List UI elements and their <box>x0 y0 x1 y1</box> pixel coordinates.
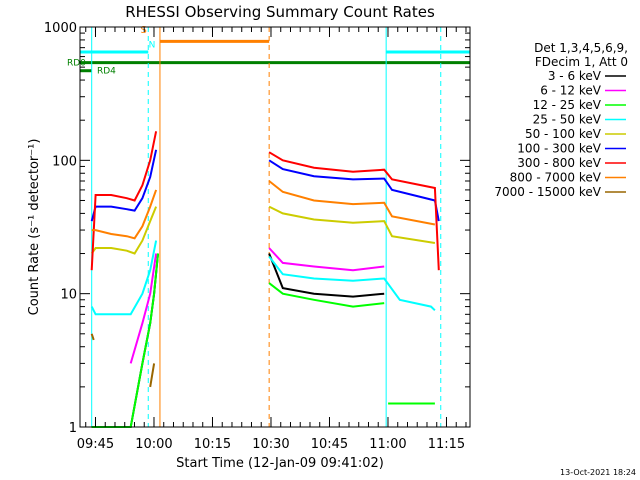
y-axis-label: Count Rate (s⁻¹ detector⁻¹) <box>27 139 42 316</box>
series-line-3 <box>268 282 385 308</box>
series-line-6 <box>268 159 440 222</box>
x-tick-label: 10:00 <box>135 437 172 452</box>
series-line-1 <box>268 253 385 298</box>
flag-label-rd0: RD0 <box>67 59 86 69</box>
x-tick-label: 10:15 <box>194 437 231 452</box>
series-line-9 <box>90 333 95 341</box>
plot-area: RD0 RD4 SN <box>67 25 470 428</box>
y-axis: 1 10 100 1000 <box>44 21 470 436</box>
series-line-8 <box>268 180 436 226</box>
y-tick-label: 1 <box>69 421 77 436</box>
legend-label: 100 - 300 keV <box>517 142 601 156</box>
series-line-5 <box>268 205 436 244</box>
x-tick-label: 09:45 <box>77 437 114 452</box>
legend-label: 3 - 6 keV <box>548 69 602 83</box>
series-line-2 <box>268 247 385 272</box>
series-line-9 <box>149 363 156 388</box>
legend-label: 12 - 25 keV <box>533 98 602 112</box>
x-axis: 09:45 10:00 10:15 10:30 10:45 11:00 11:15 <box>77 27 467 452</box>
y-tick-label: 100 <box>52 154 77 169</box>
legend-label: 6 - 12 keV <box>540 84 602 98</box>
series-line-8 <box>91 189 158 240</box>
x-tick-label: 11:00 <box>369 437 406 452</box>
legend-label: 300 - 800 keV <box>517 156 601 170</box>
flag-label-s: S <box>140 25 146 36</box>
x-axis-label: Start Time (12-Jan-09 09:41:02) <box>176 456 384 471</box>
plot-frame <box>79 26 471 428</box>
series-line-2 <box>129 253 158 364</box>
legend-label: 50 - 100 keV <box>525 127 602 141</box>
series-line-4 <box>90 240 158 316</box>
series-line-4 <box>268 255 436 312</box>
series-line-7 <box>268 151 440 271</box>
legend: Det 1,3,4,5,6,9,FDecim 1, Att 03 - 6 keV… <box>494 41 628 199</box>
y-tick-label: 10 <box>60 288 77 303</box>
footer-timestamp: 13-Oct-2021 18:24 <box>560 468 636 477</box>
flag-label-rd4: RD4 <box>97 67 116 77</box>
y-tick-label: 1000 <box>44 21 77 36</box>
x-tick-label: 11:15 <box>428 437 465 452</box>
flag-label-n: N <box>149 41 156 51</box>
x-tick-label: 10:45 <box>311 437 348 452</box>
legend-header: FDecim 1, Att 0 <box>535 55 628 69</box>
series-line-7 <box>90 131 158 271</box>
legend-label: 7000 - 15000 keV <box>494 185 601 199</box>
series-line-5 <box>90 206 158 255</box>
legend-label: 800 - 7000 keV <box>510 171 602 185</box>
x-tick-label: 10:30 <box>252 437 289 452</box>
chart-title: RHESSI Observing Summary Count Rates <box>125 3 435 21</box>
series-line-6 <box>90 149 158 222</box>
legend-header: Det 1,3,4,5,6,9, <box>534 41 628 55</box>
legend-label: 25 - 50 keV <box>533 113 602 127</box>
